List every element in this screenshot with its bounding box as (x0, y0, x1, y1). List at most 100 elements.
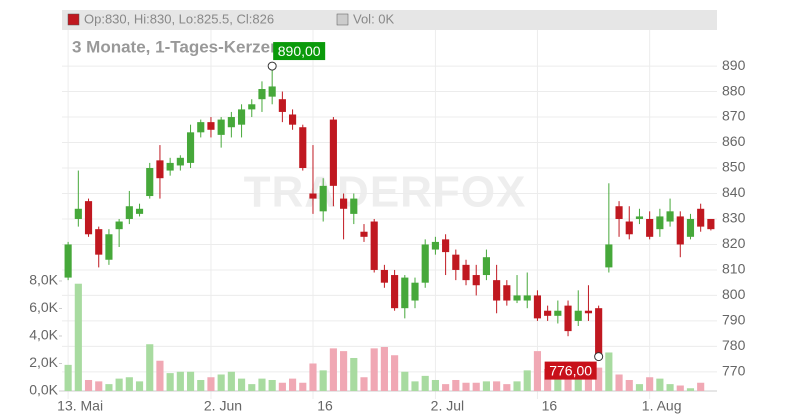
volume-bar (248, 384, 256, 391)
y-tick-label: 840 (722, 184, 746, 200)
candle-body (258, 89, 266, 100)
candle-body (462, 264, 470, 281)
candle-body (176, 157, 184, 166)
candle-body (248, 104, 256, 110)
y-tick-label: 890 (722, 57, 746, 73)
candle-body (574, 310, 582, 321)
candle-body (544, 310, 552, 316)
volume-bar (319, 370, 327, 391)
candle-body (503, 285, 511, 301)
candle-body (319, 185, 327, 212)
volume-bar (207, 377, 215, 391)
annotation-box (273, 42, 326, 61)
candle-body (595, 308, 603, 357)
candle-body (207, 122, 215, 130)
candle-body (421, 244, 429, 283)
volume-bar (268, 379, 276, 391)
volume-bar (360, 377, 368, 391)
y-tick-label: 870 (722, 108, 746, 124)
volume-bar (135, 381, 144, 391)
annotation-box (544, 361, 597, 380)
candle-body (666, 211, 674, 222)
volume-bar (391, 355, 399, 391)
chart-subtitle: 3 Monate, 1-Tages-Kerzen (72, 37, 280, 56)
volume-bar (686, 388, 695, 391)
volume-bar (533, 351, 542, 391)
y2-tick-label: 4,0K (29, 327, 58, 343)
volume-bar (635, 384, 644, 391)
volume-bar (258, 378, 266, 391)
volume-bar (84, 379, 93, 391)
volume-bar (156, 360, 164, 391)
annotation-marker (267, 61, 277, 71)
x-tick-label: 2. Jul (431, 398, 464, 414)
x-tick-label: 1. Aug (642, 398, 682, 414)
candle-body (686, 218, 695, 237)
volume-bar (309, 363, 317, 391)
volume-bar (299, 382, 307, 391)
volume-bar (289, 378, 297, 391)
volume-bar (125, 377, 133, 391)
candle-body (289, 114, 297, 125)
watermark: TRADERFOX (244, 168, 527, 217)
volume-bar (462, 382, 470, 391)
volume (64, 283, 705, 391)
candles (64, 66, 715, 357)
y-tick-label: 880 (722, 82, 746, 98)
volume-bar (564, 368, 572, 391)
x-tick-label: 13. Mai (57, 398, 103, 414)
volume-bar (115, 378, 123, 391)
candle-body (646, 218, 654, 237)
candle-body (615, 206, 623, 219)
candle-body (554, 310, 562, 316)
volume-bar (431, 379, 439, 391)
y-tick-label: 850 (722, 159, 746, 175)
candle-body (370, 221, 378, 270)
legend-swatch (336, 13, 349, 26)
y-tick-label: 820 (722, 235, 746, 251)
candle-body (431, 241, 439, 250)
volume-bar (523, 370, 531, 391)
volume-bar (452, 379, 460, 391)
candle-body (533, 295, 542, 319)
grid: 770 780 790 800 810 820 830 840 850 860 870 880 890 0… (29, 30, 746, 414)
candle-body (401, 277, 409, 309)
candle-body (482, 257, 490, 276)
candle-body (707, 218, 715, 230)
volume-bar (380, 346, 388, 391)
volume-bar (697, 382, 705, 391)
y2-tick-label: 0,0K (29, 382, 58, 398)
candle-body (329, 119, 337, 186)
volume-bar (676, 385, 684, 391)
volume-bar (401, 371, 409, 391)
candle-body (166, 162, 174, 171)
volume-bar (421, 375, 429, 391)
candle-body (697, 208, 705, 227)
y-tick-label: 810 (722, 261, 746, 277)
volume-bar (350, 357, 358, 391)
candle-body (676, 216, 684, 245)
candle-body (64, 244, 72, 278)
legend-ohlc: Op:830, Hi:830, Lo:825.5, Cl:826 (84, 11, 274, 26)
y-tick-label: 800 (722, 286, 746, 302)
candle-body (635, 216, 644, 219)
candle-body (135, 208, 144, 214)
x-tick-label: 16 (542, 398, 558, 414)
candle-body (380, 269, 388, 283)
candle-body (350, 198, 358, 214)
candle-body (146, 168, 154, 197)
volume-bar (105, 384, 113, 391)
candle-body (360, 231, 368, 237)
x-tick-label: 16 (317, 398, 333, 414)
candle-body (125, 206, 133, 219)
candle-body (299, 127, 307, 169)
volume-bar (95, 381, 103, 391)
volume-bar (666, 384, 674, 391)
volume-bar (472, 382, 480, 391)
candle-body (656, 216, 664, 230)
volume-bar (64, 364, 72, 391)
volume-bar (595, 367, 603, 391)
candle-body (186, 132, 195, 163)
candle-body (237, 109, 246, 125)
candle-body (513, 295, 521, 301)
